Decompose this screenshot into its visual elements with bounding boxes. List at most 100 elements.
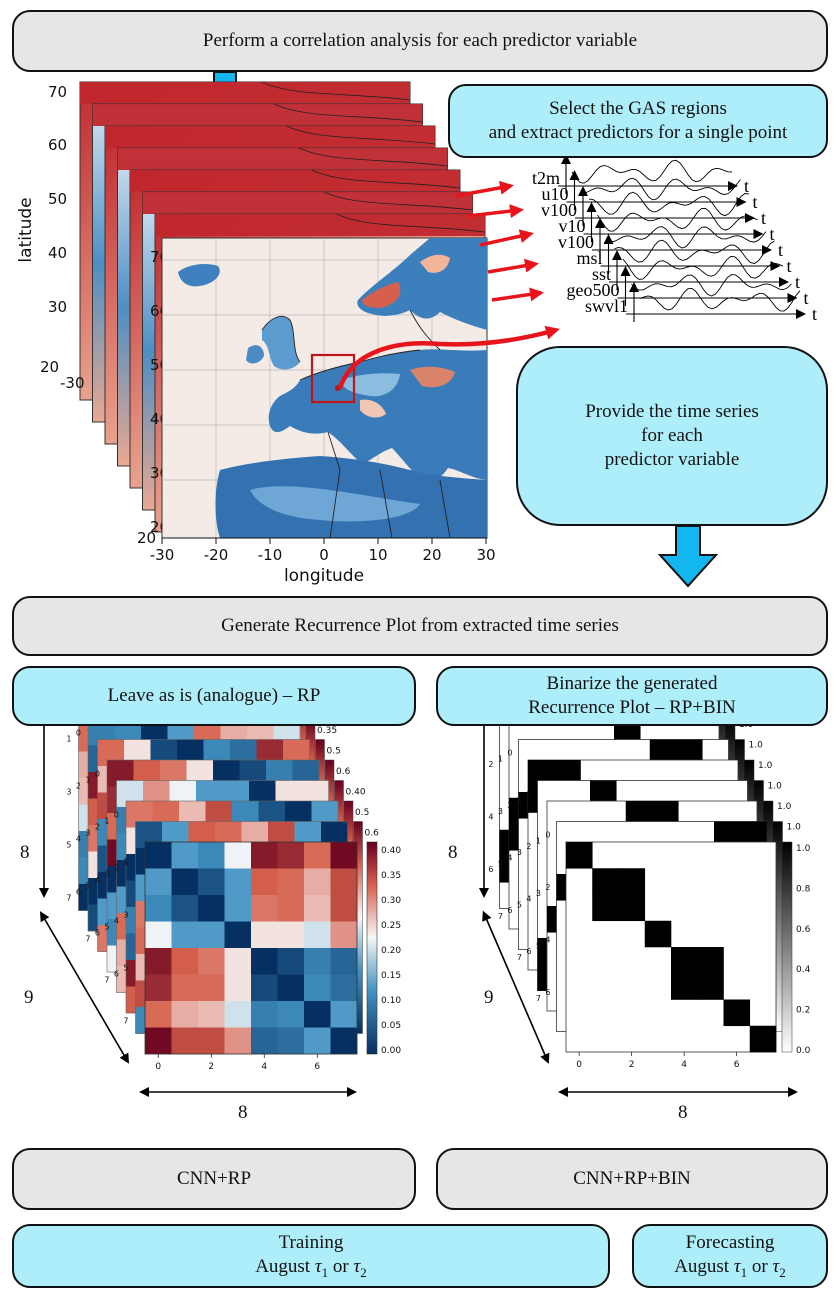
bin-layer-row-tick: 0 [507, 749, 512, 758]
bin-layer-row-tick: 0 [526, 790, 531, 799]
rp-layer-row-tick: 7 [66, 893, 71, 902]
map-layer-top-band [142, 192, 473, 214]
rp-layer-row-tick: 7 [85, 934, 90, 943]
rp-cell [330, 868, 358, 896]
ts-variable-label: geo500 [567, 280, 620, 300]
rp-layer-row-tick: 4 [95, 875, 100, 884]
map-xtick-label: 20 [422, 546, 441, 564]
bin-cell [697, 947, 724, 974]
rp-cell [330, 921, 358, 949]
rp-colorbar-label: 0.25 [381, 921, 401, 931]
rp-cell [198, 921, 225, 949]
rp-colorbar-label: 0.30 [381, 896, 401, 906]
bin-height-label: 8 [448, 842, 458, 863]
bin-layer-colorbar-label: 1.0 [768, 782, 783, 792]
correlation-box: Perform a correlation analysis for each … [12, 10, 828, 72]
map-xtick-label: 10 [368, 546, 387, 564]
map-ytick-label: 20 [137, 529, 156, 547]
bin-cell [592, 894, 619, 922]
ts-wave [588, 191, 750, 217]
rp-cell [171, 921, 199, 949]
provide-ts-box: Provide the time series for each predict… [516, 346, 828, 526]
ts-axis-label: t [795, 272, 800, 292]
rp-cell [224, 974, 252, 1002]
rp-layer-colorbar-label: 0.35 [317, 726, 337, 736]
ts-wave [622, 255, 784, 280]
rp-layer-row-tick: 2 [76, 781, 81, 790]
bin-cell [592, 868, 619, 895]
map-xlabel: longitude [284, 566, 364, 586]
rp-cell [251, 948, 278, 975]
rp-cell [304, 868, 331, 896]
rp-cell [145, 921, 172, 949]
map-layer-coast [323, 191, 473, 211]
rp-front-border [144, 841, 358, 1055]
rp-layer-row-tick: 6 [114, 969, 119, 978]
rp-cell [224, 921, 252, 949]
bin-layer-row-tick: 3 [536, 889, 541, 898]
bin-layer-colorbar-label: 1.0 [749, 741, 764, 751]
rp-cell [251, 868, 278, 896]
ts-variable-label: sst [592, 264, 611, 284]
bin-cell [644, 920, 672, 948]
rp-cell [145, 868, 172, 896]
ts-axis-label: t [778, 240, 783, 260]
rp-layer-colorbar-label: 0.40 [346, 788, 366, 798]
rp-xtick-label: 0 [155, 1062, 161, 1072]
ts-axis-label: t [753, 192, 758, 212]
rp-cell [224, 895, 252, 922]
rp-layer-colorbar-label: 0.5 [355, 808, 369, 818]
bin-cell [618, 868, 646, 895]
rp-cell [330, 1027, 358, 1055]
rp-cell [171, 868, 199, 896]
ts-variable-label: swvl1 [585, 296, 628, 316]
bin-cell [723, 999, 751, 1027]
bin-cell [697, 973, 724, 1000]
rp-height-label: 8 [20, 842, 30, 863]
back-layer-ytick: 30 [48, 298, 67, 316]
map-layer-top-band [80, 82, 410, 104]
rp-cell [224, 868, 252, 896]
select-gas-text: Select the GAS regions and extract predi… [488, 98, 788, 143]
bin-cell [749, 1025, 777, 1053]
bin-layer-row-tick: 0 [545, 831, 550, 840]
ts-variable-label: v100 [558, 232, 594, 252]
map-layer-top-band [92, 104, 423, 126]
bin-layer-row-tick: 6 [507, 906, 512, 915]
map-layer-top-band [105, 126, 435, 148]
rp-cell [171, 1001, 199, 1028]
generate-rp-box: Generate Recurrence Plot from extracted … [12, 596, 828, 656]
map-tick-labels: -30 -20 -10 0 10 20 30 20 longitude latitude [16, 197, 496, 586]
bin-cell [618, 894, 646, 922]
rp-cell [198, 1027, 225, 1055]
bin-layer-row-tick: 6 [545, 988, 550, 997]
training-box: Training August τ1 or τ2 [12, 1224, 610, 1288]
rp-cell [198, 868, 225, 896]
rp-cell [277, 1027, 305, 1055]
bin-colorbar-label: 0.8 [796, 884, 811, 894]
ts-variable-label: t2m [532, 168, 560, 188]
rp-xtick-label: 2 [208, 1062, 214, 1072]
map-xtick-label: 30 [476, 546, 495, 564]
rp-layer-row-tick: 0 [76, 728, 81, 737]
rp-cell [171, 948, 199, 975]
generate-rp-text: Generate Recurrence Plot from extracted … [221, 615, 619, 637]
map-xtick-label: 0 [319, 546, 329, 564]
bin-layer-row-tick: 5 [536, 941, 541, 950]
bin-xtick-label: 0 [576, 1060, 582, 1070]
correlation-text: Perform a correlation analysis for each … [202, 30, 638, 52]
ts-axis-label: t [761, 208, 766, 228]
rp-cell [198, 974, 225, 1002]
bin-layer-row-tick: 1 [498, 754, 503, 763]
rp-cell [330, 1001, 358, 1028]
bin-layer-row-tick: 5 [517, 900, 522, 909]
bin-layer-row-tick: 6 [488, 865, 493, 874]
cnn-rp-bin-text: CNN+RP+BIN [573, 1168, 691, 1190]
ts-axis-label: t [804, 288, 809, 308]
rp-cell [277, 1001, 305, 1028]
red-arrows [454, 180, 544, 302]
back-layer-ytick: 20 [40, 358, 59, 376]
forecasting-box: Forecasting August τ1 or τ2 [632, 1224, 828, 1288]
rp-cell [224, 948, 252, 975]
